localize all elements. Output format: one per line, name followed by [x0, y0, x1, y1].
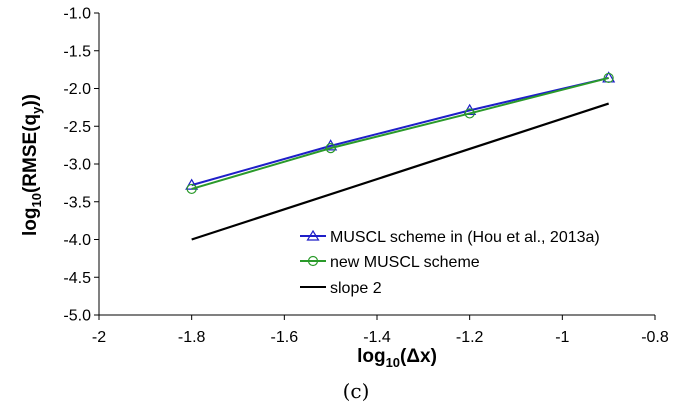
- x-axis-label-sub: 10: [386, 355, 400, 370]
- tick-labels: -1.0 -1.5 -2.0 -2.5 -3.0 -3.5 -4.0 -4.5 -5.0-2 -1…: [63, 6, 668, 347]
- y-tick-label: -5.0: [63, 308, 91, 325]
- data-point-triangle: [324, 139, 338, 151]
- x-axis-label-main: log: [357, 346, 386, 367]
- figure-caption: (c): [343, 379, 370, 403]
- data-point-circle: [325, 143, 336, 154]
- y-axis-label-sub2: y: [29, 106, 44, 114]
- legend: MUSCL scheme in (Hou et al., 2013a) new …: [300, 229, 600, 297]
- data-point-triangle: [185, 178, 199, 190]
- x-tick-label: -1.8: [178, 329, 206, 346]
- y-tick-label: -2.5: [63, 119, 91, 136]
- x-tick-label: -1.6: [271, 329, 299, 346]
- legend-label-hou: MUSCL scheme in (Hou et al., 2013a): [330, 229, 600, 246]
- x-tick-label: -1.2: [456, 329, 484, 346]
- series-line-3: [191, 102, 610, 241]
- data-point-circle: [464, 108, 475, 119]
- y-tick-label: -3.5: [63, 194, 91, 211]
- series-lines: [185, 71, 616, 241]
- y-axis-label-main: log: [20, 208, 41, 237]
- legend-triangle-marker: [306, 229, 320, 241]
- series-line-2: [191, 76, 609, 190]
- y-tick-label: -1.5: [63, 43, 91, 60]
- data-point-circle: [186, 183, 197, 195]
- y-axis-label: log10(RMSE(qy)): [20, 94, 44, 236]
- y-tick-label: -4.5: [63, 270, 91, 287]
- data-point-circle: [603, 72, 614, 84]
- y-tick-label: -4.0: [63, 232, 91, 249]
- legend-label-new: new MUSCL scheme: [330, 254, 480, 271]
- y-tick-label: -1.0: [63, 6, 91, 23]
- y-tick-label: -3.0: [63, 157, 91, 174]
- y-axis-label-sub: 10: [29, 193, 44, 207]
- y-axis-label-end: )): [20, 94, 41, 107]
- x-axis-label-rest: (Δx): [400, 346, 437, 367]
- legend-circle-marker: [307, 255, 319, 267]
- series-line-1: [191, 76, 609, 187]
- legend-label-slope: slope 2: [330, 280, 382, 297]
- x-axis-label: log10(Δx): [357, 346, 437, 370]
- y-axis-label-mid: (RMSE(q: [20, 114, 41, 193]
- y-tick-label: -2.0: [63, 81, 91, 98]
- x-tick-label: -1.4: [363, 329, 391, 346]
- x-tick-label: -0.8: [641, 329, 669, 346]
- x-tick-label: -2: [92, 329, 106, 346]
- x-tick-label: -1: [555, 329, 569, 346]
